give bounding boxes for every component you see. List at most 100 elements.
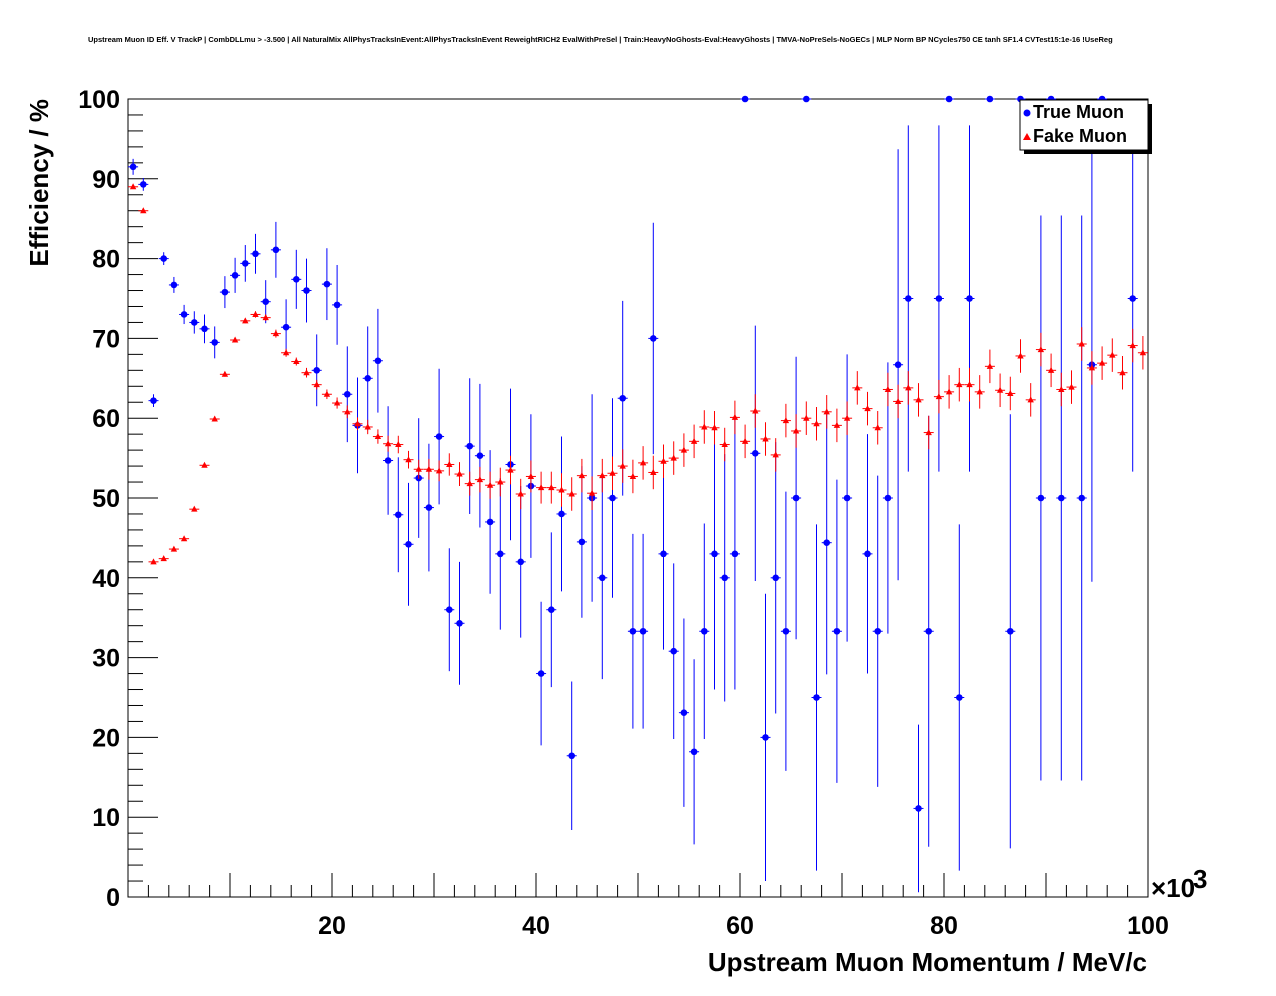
fake-muon-point	[699, 410, 710, 444]
fake-muon-marker	[792, 427, 800, 434]
fake-muon-marker	[1129, 342, 1136, 349]
true-muon-marker	[282, 323, 290, 331]
true-muon-point	[240, 245, 251, 282]
fake-muon-point	[709, 411, 720, 445]
fake-muon-point	[576, 458, 587, 493]
fake-muon-marker	[507, 466, 514, 473]
fake-muon-marker	[558, 486, 565, 493]
fake-muon-point	[525, 460, 536, 493]
true-muon-marker	[701, 627, 708, 635]
fake-muon-point	[383, 435, 394, 452]
fake-muon-marker	[1007, 389, 1014, 396]
fake-muon-marker	[293, 358, 300, 365]
true-muon-point	[209, 326, 220, 359]
fake-muon-marker	[395, 441, 402, 448]
fake-muon-marker	[272, 330, 280, 337]
fake-muon-point	[1035, 332, 1046, 367]
fake-muon-point	[1117, 355, 1128, 390]
fake-muon-point	[342, 405, 353, 419]
true-muon-marker	[1007, 627, 1014, 635]
true-muon-point	[770, 442, 781, 714]
fake-muon-marker	[323, 390, 331, 397]
fake-muon-point	[821, 395, 832, 429]
fake-muon-point	[689, 424, 700, 459]
fake-muon-point	[1137, 336, 1148, 370]
fake-muon-marker	[242, 317, 249, 324]
true-muon-marker	[935, 295, 943, 302]
fake-muon-point	[740, 424, 751, 459]
true-muon-point	[903, 125, 914, 472]
fake-muon-marker	[1068, 383, 1075, 390]
true-muon-marker	[568, 752, 575, 760]
true-muon-point	[648, 222, 659, 455]
true-muon-marker	[272, 246, 280, 254]
legend-marker-true-muon	[1023, 109, 1031, 117]
true-muon-marker	[670, 647, 677, 655]
fake-muon-point	[1046, 353, 1057, 388]
fake-muon-point	[791, 414, 802, 448]
true-muon-marker	[925, 627, 932, 635]
fake-muon-marker	[945, 388, 953, 395]
true-muon-marker	[548, 606, 555, 614]
true-muon-point	[556, 436, 567, 592]
fake-muon-point	[627, 459, 638, 494]
fake-muon-point	[372, 429, 383, 444]
fake-muon-marker	[650, 468, 657, 475]
fake-muon-point	[393, 435, 404, 454]
true-muon-marker	[374, 357, 382, 365]
fake-muon-point	[587, 476, 598, 510]
true-muon-marker	[884, 494, 892, 502]
fake-muon-point	[607, 456, 618, 491]
fake-muon-marker	[731, 413, 739, 420]
true-muon-marker	[741, 95, 749, 103]
true-muon-marker	[894, 361, 902, 369]
fake-muon-point	[913, 383, 924, 417]
fake-muon-marker	[303, 369, 310, 376]
fake-muon-marker	[639, 459, 647, 466]
true-muon-marker	[803, 95, 810, 103]
series-fake-muon	[128, 183, 1148, 565]
chart-title: Upstream Muon ID Eff. V TrackP | CombDLL…	[88, 35, 1113, 44]
x-axis-multiplier-base: ×10	[1151, 873, 1195, 903]
fake-muon-point	[801, 401, 812, 435]
true-muon-marker	[711, 550, 718, 558]
fake-muon-marker	[527, 472, 535, 479]
fake-muon-marker	[956, 381, 963, 388]
fake-muon-point	[138, 207, 149, 214]
fake-muon-point	[617, 449, 628, 483]
true-muon-point	[872, 475, 883, 787]
fake-muon-marker	[211, 415, 218, 422]
true-muon-point	[954, 524, 965, 871]
true-muon-marker	[466, 442, 474, 450]
fake-muon-point	[1015, 339, 1026, 373]
fake-muon-point	[423, 458, 434, 480]
fake-muon-marker	[925, 429, 932, 436]
true-muon-point	[791, 356, 802, 640]
true-muon-point	[270, 221, 281, 278]
fake-muon-marker	[629, 472, 637, 479]
fake-muon-point	[1107, 338, 1118, 372]
fake-muon-marker	[364, 423, 371, 430]
true-muon-point	[740, 95, 751, 103]
fake-muon-point	[189, 505, 200, 512]
true-muon-point	[801, 95, 812, 103]
fake-muon-point	[750, 394, 761, 428]
y-tick-label: 30	[92, 645, 120, 673]
fake-muon-marker	[282, 349, 290, 356]
fake-muon-point	[362, 419, 373, 435]
fake-muon-marker	[129, 183, 137, 190]
fake-muon-point	[148, 558, 159, 565]
true-muon-point	[291, 249, 302, 309]
true-muon-marker	[405, 540, 412, 548]
true-muon-marker	[537, 670, 545, 677]
fake-muon-marker	[537, 484, 545, 491]
true-muon-marker	[333, 301, 341, 309]
true-muon-marker	[833, 627, 841, 635]
fake-muon-point	[923, 415, 934, 450]
true-muon-point	[638, 533, 649, 729]
true-muon-marker	[211, 339, 218, 346]
x-axis-multiplier: ×10 3	[1151, 864, 1207, 903]
fake-muon-marker	[1017, 352, 1024, 359]
true-muon-marker	[619, 394, 626, 402]
true-muon-point	[138, 178, 149, 191]
